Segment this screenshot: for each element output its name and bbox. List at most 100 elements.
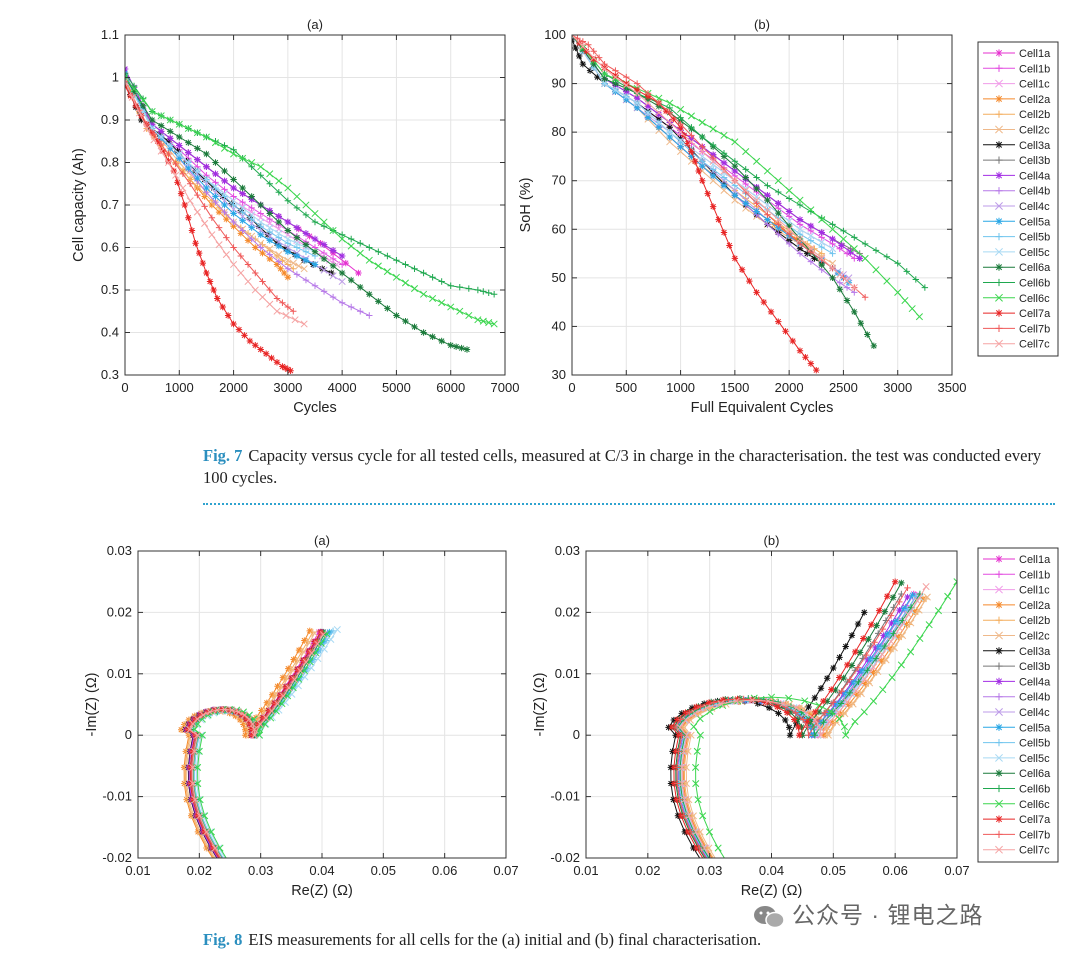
series-marker-Cell7b — [273, 295, 281, 302]
legend-label-Cell7c: Cell7c — [1019, 845, 1050, 857]
series-marker-Cell6b — [753, 174, 760, 181]
series-marker-Cell5a — [248, 224, 255, 231]
series-marker-Cell7c — [703, 704, 711, 712]
series-marker-Cell5b — [266, 228, 273, 236]
series-marker-Cell6b — [474, 286, 482, 294]
series-marker-Cell6c — [148, 107, 156, 116]
series-marker-Cell6b — [465, 285, 473, 292]
series-marker-Cell4c — [320, 266, 328, 274]
series-marker-Cell7c — [852, 687, 860, 695]
x-tick-label: 0 — [568, 380, 575, 395]
x-tick-label: 0.03 — [697, 863, 722, 878]
series-marker-Cell2c — [311, 629, 319, 637]
series-marker-Cell7c — [887, 637, 895, 646]
chart-fig7b: 0 500 1000 1500 2000 2500 3000 3500 30 40 50 60 70 80… — [518, 17, 966, 416]
series-marker-Cell7b — [193, 732, 200, 739]
series-marker-Cell4a — [338, 252, 346, 260]
series-marker-Cell6c — [257, 163, 265, 171]
series-marker-Cell7c — [291, 316, 299, 324]
series-marker-Cell7a — [282, 683, 290, 691]
series-marker-Cell6c — [709, 125, 717, 133]
fig8-caption: Fig. 8 EIS measurements for all cells for… — [203, 929, 1053, 951]
series-marker-Cell7b — [709, 154, 717, 162]
series-marker-Cell7c — [296, 667, 304, 675]
series-marker-Cell7c — [228, 706, 236, 714]
x-tick-label: 0.05 — [371, 863, 396, 878]
series-line-Cell4a — [572, 35, 860, 259]
series-line-Cell1a — [125, 68, 359, 274]
series-marker-Cell7a — [246, 337, 254, 345]
series-marker-Cell6c — [690, 723, 698, 731]
series-marker-Cell5b — [709, 166, 717, 173]
series-line-Cell5c — [572, 35, 833, 250]
series-marker-Cell6a — [203, 150, 210, 158]
series-marker-Cell7a — [699, 177, 706, 184]
series-marker-Cell4a — [709, 151, 717, 159]
series-marker-Cell7c — [191, 796, 199, 804]
series-marker-Cell7b — [189, 748, 197, 755]
series-marker-Cell7a — [691, 158, 699, 165]
series-marker-Cell7b — [792, 709, 799, 716]
series-marker-Cell6b — [829, 221, 836, 228]
legend-marker-Cell4c — [995, 202, 1003, 210]
series-marker-Cell3a — [765, 704, 773, 712]
x-tick-label: 0.01 — [125, 863, 150, 878]
series-marker-Cell6a — [458, 344, 465, 352]
series-marker-Cell7b — [804, 723, 811, 731]
series-marker-Cell7b — [673, 764, 681, 771]
series-marker-Cell4a — [838, 242, 845, 249]
series-marker-Cell5c — [307, 664, 315, 672]
series-marker-Cell7a — [214, 295, 221, 302]
series-marker-Cell7c — [215, 241, 223, 249]
series-marker-Cell4b — [329, 293, 337, 301]
series-marker-Cell4b — [785, 240, 793, 248]
legend-label-Cell3a: Cell3a — [1019, 646, 1051, 658]
series-marker-Cell6a — [266, 210, 273, 217]
y-tick-label: 1 — [112, 70, 119, 85]
series-marker-Cell5a — [709, 172, 717, 180]
series-marker-Cell7c — [273, 307, 281, 315]
series-marker-Cell7c — [186, 197, 194, 205]
series-marker-Cell7b — [201, 203, 208, 210]
series-marker-Cell7c — [878, 650, 886, 659]
series-marker-Cell5c — [644, 109, 652, 117]
series-marker-Cell7b — [687, 828, 695, 836]
series-marker-Cell5c — [230, 197, 238, 205]
y-tick-label: 0.01 — [555, 666, 580, 681]
series-marker-Cell5c — [301, 673, 309, 681]
series-marker-Cell7c — [843, 277, 851, 285]
series-marker-Cell7c — [190, 747, 198, 755]
series-marker-Cell6a — [832, 686, 839, 694]
series-marker-Cell7c — [282, 311, 290, 320]
series-marker-Cell6a — [463, 346, 471, 353]
series-marker-Cell4b — [366, 312, 373, 319]
series-marker-Cell7c — [285, 684, 293, 692]
series-marker-Cell2b — [194, 183, 201, 190]
legend-box — [977, 547, 1059, 863]
series-marker-Cell7c — [922, 583, 930, 591]
series-marker-Cell4a — [677, 127, 684, 134]
x-tick-label: 2000 — [219, 380, 248, 395]
fig8-caption-label: Fig. 8 — [203, 930, 243, 949]
y-axis-label: -Im(Z) (Ω) — [84, 673, 100, 737]
series-marker-Cell7a — [181, 201, 188, 209]
series-marker-Cell7a — [612, 72, 619, 79]
series-marker-Cell6b — [775, 188, 782, 196]
series-marker-Cell1a — [317, 240, 324, 247]
series-marker-Cell6a — [829, 274, 836, 282]
series-marker-Cell7c — [774, 216, 782, 224]
legend-marker-Cell2b — [995, 616, 1003, 624]
series-marker-Cell7c — [913, 597, 921, 605]
series-marker-Cell7a — [760, 298, 768, 306]
series-marker-Cell6c — [774, 177, 782, 185]
series-marker-Cell4a — [904, 593, 911, 601]
series-marker-Cell7b — [871, 639, 878, 646]
series-marker-Cell6b — [796, 201, 804, 209]
series-marker-Cell7b — [785, 230, 793, 238]
series-marker-Cell6c — [479, 317, 487, 325]
series-marker-Cell7c — [143, 124, 151, 133]
series-marker-Cell5a — [699, 162, 706, 170]
series-marker-Cell7a — [170, 167, 178, 175]
series-marker-Cell2a — [237, 230, 245, 237]
series-marker-Cell7c — [250, 725, 258, 734]
